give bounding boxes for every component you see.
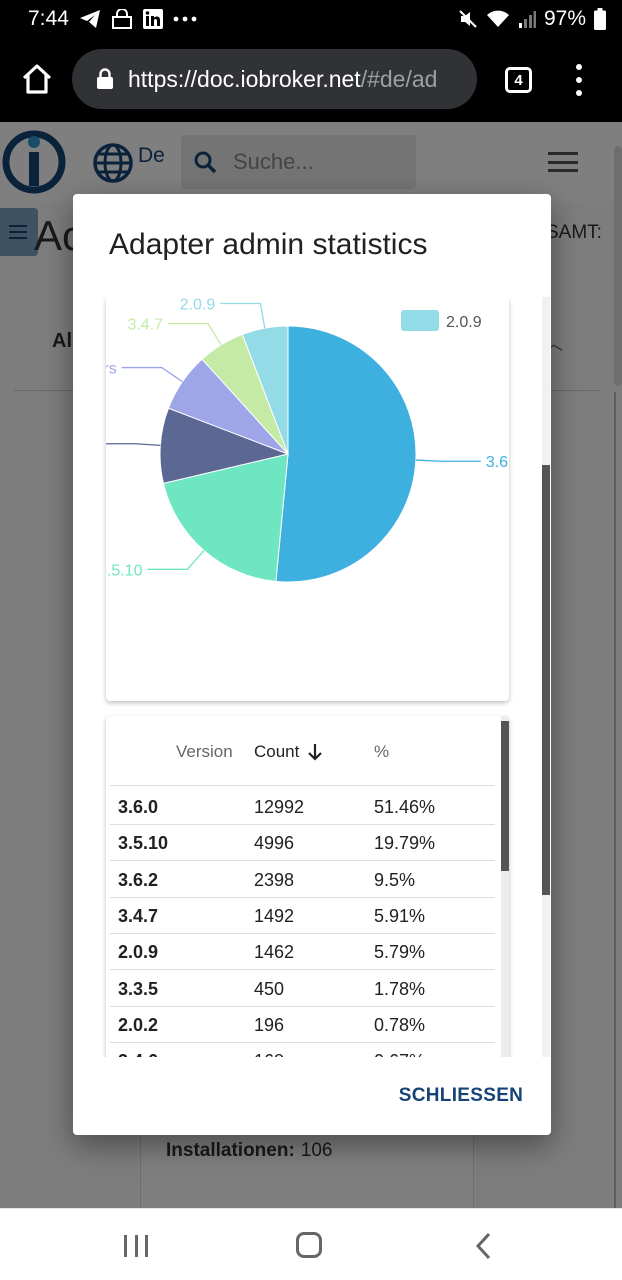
statistics-table: Version Count % 3.6.0 12992 51.46% 3.5.10 49… — [106, 716, 509, 1057]
linkedin-icon — [142, 9, 163, 29]
cell-version: 3.4.7 — [118, 905, 159, 926]
pie-label: others — [106, 361, 117, 378]
column-header-count-label: Count — [254, 742, 300, 761]
home-icon — [22, 64, 52, 94]
cell-version: 3.5.10 — [118, 833, 169, 854]
url-host: https://doc.iobroker.net — [128, 65, 361, 92]
tab-switcher-button[interactable]: 4 — [505, 67, 532, 93]
browser-menu-button[interactable] — [572, 64, 586, 96]
table-row[interactable]: 3.3.5 450 1.78% — [110, 971, 495, 1007]
column-header-percent[interactable]: % — [374, 742, 390, 761]
table-row[interactable]: 2.0.9 1462 5.79% — [110, 934, 495, 971]
pie-label: 3.4.7 — [127, 317, 163, 334]
column-header-count[interactable]: Count — [254, 742, 323, 762]
url-path: /#de/ad — [360, 65, 438, 92]
table-row[interactable]: 3.4.6 168 0.67% — [110, 1043, 495, 1057]
back-icon — [475, 1232, 491, 1260]
tab-count: 4 — [514, 71, 523, 89]
cell-count: 1462 — [254, 942, 295, 963]
telegram-icon — [79, 9, 101, 29]
pie-label-line — [168, 322, 222, 346]
pie-slice-2-0-9[interactable] — [241, 325, 289, 455]
cell-version: 3.6.2 — [118, 869, 159, 890]
more-notifications-icon — [173, 16, 197, 22]
table-row[interactable]: 3.6.2 2398 9.5% — [110, 862, 495, 898]
vpn-icon — [111, 9, 133, 29]
cell-count: 4996 — [254, 833, 295, 854]
dialog-title: Adapter admin statistics — [109, 228, 428, 261]
cell-percent: 0.78% — [374, 1014, 426, 1035]
table-row[interactable]: 2.0.2 196 0.78% — [110, 1007, 495, 1043]
cell-version: 3.3.5 — [118, 978, 159, 999]
cell-percent: 51.46% — [374, 797, 436, 817]
wifi-icon — [486, 9, 510, 29]
header-divider — [110, 785, 495, 786]
column-header-version[interactable]: Version — [176, 742, 233, 761]
cell-version: 3.6.0 — [118, 797, 159, 817]
legend-swatch[interactable] — [401, 310, 439, 331]
pie-label-line — [415, 459, 481, 462]
cell-version: 2.0.2 — [118, 1014, 159, 1035]
back-button[interactable] — [472, 1231, 496, 1261]
url-text: https://doc.iobroker.net/#de/ad — [128, 66, 437, 93]
cell-count: 2398 — [254, 869, 295, 890]
pie-label-line — [220, 302, 266, 329]
pie-label: 3.6.0 — [486, 454, 509, 471]
cell-count: 168 — [254, 1051, 284, 1057]
cell-version: 3.4.6 — [118, 1051, 158, 1057]
mute-icon — [458, 9, 478, 29]
battery-percent: 97% — [543, 7, 586, 30]
cell-percent: 19.79% — [374, 833, 436, 854]
status-bar: 7:44 97% — [0, 0, 622, 38]
recent-apps-button[interactable] — [124, 1235, 148, 1257]
status-time: 7:44 — [28, 7, 69, 30]
table-scrollbar-track[interactable] — [501, 716, 509, 1057]
address-bar[interactable]: https://doc.iobroker.net/#de/ad — [72, 49, 477, 109]
pie-chart: 3.6.03.5.103.6.2others3.4.72.0.92.0.9 — [106, 297, 509, 583]
cell-percent: 0.67% — [374, 1051, 425, 1057]
cell-percent: 9.5% — [374, 869, 416, 890]
pie-chart-card: 3.6.03.5.103.6.2others3.4.72.0.92.0.9 — [106, 297, 509, 701]
pie-label: 3.5.10 — [106, 562, 143, 579]
cell-percent: 5.91% — [374, 905, 426, 926]
table-row[interactable]: 3.6.0 12992 51.46% — [110, 789, 495, 825]
close-button[interactable]: SCHLIESSEN — [398, 1085, 524, 1106]
sort-descending-icon — [308, 744, 323, 761]
table-scrollbar-thumb[interactable] — [501, 721, 509, 871]
pie-slice-3-5-10[interactable] — [162, 453, 289, 582]
battery-icon — [594, 8, 606, 30]
pie-slice-3-6-0[interactable] — [275, 325, 417, 583]
pie-label-line — [121, 366, 183, 383]
lock-icon — [97, 68, 113, 89]
pie-label: 2.0.9 — [180, 297, 216, 314]
cell-count: 196 — [254, 1014, 285, 1035]
home-button[interactable] — [296, 1232, 322, 1258]
dialog-scrollbar-thumb[interactable] — [542, 465, 550, 895]
dialog-content: 3.6.0 3.5.10 3.6.2 others 3.4.7 2.0.9 2.0.9 Ve… — [73, 297, 551, 1057]
cell-percent: 5.79% — [374, 942, 426, 963]
statistics-dialog: Adapter admin statistics 3.6.03.5.103.6.… — [73, 194, 551, 1135]
cell-count: 450 — [254, 978, 285, 999]
table-row[interactable]: 3.4.7 1492 5.91% — [110, 898, 495, 934]
browser-toolbar: https://doc.iobroker.net/#de/ad 4 — [0, 38, 622, 122]
browser-home-button[interactable] — [20, 62, 54, 96]
pie-label-line — [147, 550, 205, 570]
legend-label[interactable]: 2.0.9 — [446, 314, 482, 331]
signal-icon — [518, 10, 536, 28]
cell-count: 1492 — [254, 905, 295, 926]
pie-label-line — [106, 443, 161, 447]
cell-count: 12992 — [254, 797, 305, 817]
pie-slice-3-6-2[interactable] — [159, 407, 290, 484]
table-row[interactable]: 3.5.10 4996 19.79% — [110, 825, 495, 862]
cell-percent: 1.78% — [374, 978, 426, 999]
cell-version: 2.0.9 — [118, 942, 159, 963]
system-nav-bar — [0, 1208, 622, 1280]
